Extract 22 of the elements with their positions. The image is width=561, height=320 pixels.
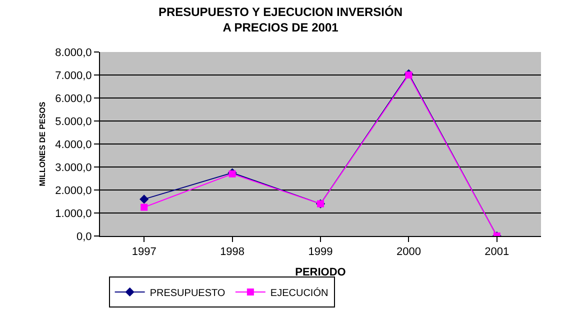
y-tick-label: 4.000,0 bbox=[55, 138, 92, 151]
y-tick-label: 6.000,0 bbox=[55, 92, 92, 105]
y-axis-title: MILLONES DE PESOS bbox=[38, 101, 47, 186]
x-tick-label: 2000 bbox=[396, 246, 421, 258]
y-tick-label: 1.000,0 bbox=[55, 208, 92, 220]
y-tick-label: 2.000,0 bbox=[55, 184, 92, 197]
x-tick-label: 1998 bbox=[220, 246, 245, 258]
y-tick-label: 3.000,0 bbox=[55, 162, 92, 174]
y-tick-label: 8.000,0 bbox=[55, 46, 92, 59]
point bbox=[140, 194, 149, 204]
x-axis-title: PERIODO bbox=[295, 266, 346, 278]
point bbox=[405, 72, 412, 78]
y-tick-label: 7.000,0 bbox=[55, 70, 92, 82]
chart-title: PRESUPUESTO Y EJECUCION INVERSIÓN A PRECIOS DE 2001 bbox=[158, 5, 403, 35]
x-tick-label: 1999 bbox=[308, 246, 333, 258]
point bbox=[140, 204, 148, 211]
y-tick-label: 5.000,0 bbox=[55, 116, 92, 128]
x-tick-label: 2001 bbox=[484, 246, 510, 258]
legend-label: EJECUCIÓN bbox=[270, 286, 328, 299]
y-tick-label: 0,0 bbox=[76, 230, 92, 243]
x-tick-label: 1997 bbox=[132, 246, 156, 258]
legend-label: PRESUPUESTO bbox=[150, 288, 226, 299]
